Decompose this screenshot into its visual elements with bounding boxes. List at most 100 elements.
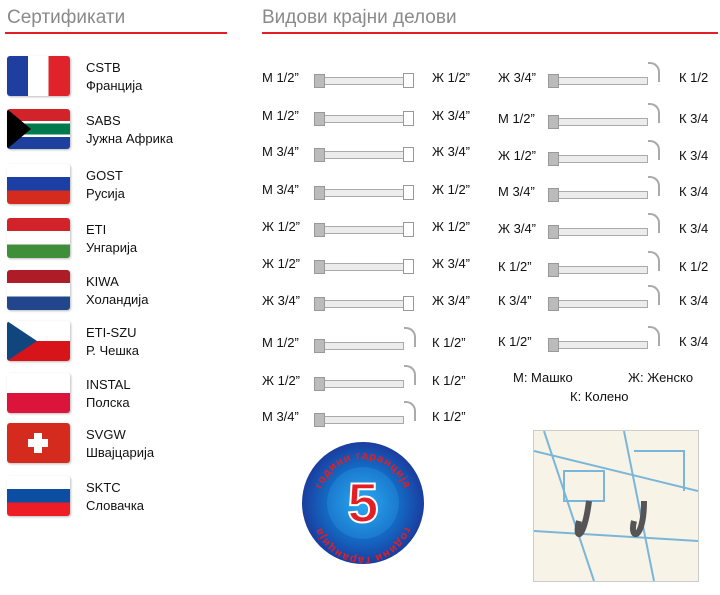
fitting-end-b: Ж 1/2” [432, 219, 471, 234]
hose-icon [314, 401, 416, 427]
certificate-item: GOST Русија [86, 167, 125, 203]
hose-icon [548, 103, 660, 129]
certificate-country: Русија [86, 186, 125, 201]
fitting-end-b: К 3/4 [679, 148, 709, 163]
certificate-item: ETI-SZU Р. Чешка [86, 324, 139, 360]
fitting-end-a: М 1/2” [262, 335, 299, 350]
legend-elbow: К: Колено [570, 389, 629, 404]
certificate-country: Холандија [86, 292, 149, 307]
fitting-end-b: К 3/4 [679, 221, 709, 236]
fitting-end-b: Ж 3/4” [432, 256, 471, 271]
fitting-end-a: Ж 1/2” [262, 256, 301, 271]
fitting-end-a: Ж 1/2” [262, 373, 301, 388]
certificate-country: Јужна Африка [86, 131, 174, 146]
fitting-end-b: Ж 1/2” [432, 70, 471, 85]
fitting-end-b: К 1/2 [679, 70, 709, 85]
warranty-badge: години гаранција години гаранција 5 [302, 442, 424, 564]
hose-icon [548, 326, 660, 352]
certificate-item: SKTC Словачка [86, 479, 144, 515]
fitting-end-a: М 3/4” [262, 182, 299, 197]
fitting-end-b: К 3/4 [679, 111, 709, 126]
hose-icon [548, 140, 660, 166]
certificate-code: SKTC [86, 480, 121, 495]
certificate-country: Р. Чешка [86, 343, 139, 358]
fitting-end-b: К 3/4 [679, 334, 709, 349]
flag-kiwa [7, 270, 70, 310]
hose-icon [314, 222, 414, 237]
certificates-title: Сертификати [7, 7, 126, 28]
hose-icon [314, 111, 414, 126]
certificate-country: Полска [86, 395, 130, 410]
certificate-country: Швајцарија [86, 445, 155, 460]
flag-sabs [7, 109, 70, 149]
fitting-end-a: М 1/2” [262, 70, 299, 85]
installation-photo [533, 430, 699, 582]
certificate-item: SABS Јужна Африка [86, 112, 173, 148]
certificate-country: Унгарија [86, 240, 138, 255]
fitting-end-b: К 3/4 [679, 184, 709, 199]
fitting-end-b: К 1/2 [679, 259, 709, 274]
certificate-item: INSTAL Полска [86, 376, 131, 412]
fittings-title: Видови крајни делови [262, 7, 457, 28]
fitting-end-a: К 1/2” [498, 259, 532, 274]
certificate-item: ETI Унгарија [86, 221, 137, 257]
flag-gost [7, 164, 70, 204]
fitting-end-a: К 1/2” [498, 334, 532, 349]
hose-icon [314, 73, 414, 88]
certificate-code: CSTB [86, 60, 121, 75]
certificate-code: GOST [86, 168, 123, 183]
fitting-end-a: Ж 1/2” [498, 148, 537, 163]
fitting-end-a: Ж 1/2” [262, 219, 301, 234]
fitting-end-b: К 1/2” [432, 409, 466, 424]
fitting-end-b: Ж 3/4” [432, 144, 471, 159]
hose-icon [314, 259, 414, 274]
certificate-code: ETI [86, 222, 107, 237]
fitting-end-a: М 1/2” [262, 108, 299, 123]
fitting-end-a: М 3/4” [262, 409, 299, 424]
fitting-end-a: Ж 3/4” [262, 293, 301, 308]
flag-cstb [7, 56, 70, 96]
fitting-end-a: Ж 3/4” [498, 70, 537, 85]
certificate-code: SABS [86, 113, 121, 128]
certificate-code: SVGW [86, 427, 126, 442]
hose-icon [548, 176, 660, 202]
hose-icon [314, 296, 414, 311]
fitting-end-a: К 3/4” [498, 293, 532, 308]
fitting-end-b: К 1/2” [432, 373, 466, 388]
certificate-item: KIWA Холандија [86, 273, 148, 309]
certificate-code: INSTAL [86, 377, 131, 392]
hose-icon [548, 213, 660, 239]
flag-instal [7, 373, 70, 413]
legend-male: М: Машко [513, 370, 573, 385]
certificate-country: Франција [86, 78, 143, 93]
hose-icon [548, 285, 660, 311]
hose-icon [314, 185, 414, 200]
certificate-code: KIWA [86, 274, 119, 289]
fitting-end-a: М 1/2” [498, 111, 535, 126]
legend-female: Ж: Женско [628, 370, 694, 385]
hose-icon [314, 365, 416, 391]
divider [5, 32, 227, 34]
flag-eti-szu [7, 321, 70, 361]
fitting-end-b: Ж 3/4” [432, 293, 471, 308]
hose-icon [314, 327, 416, 353]
fitting-end-b: Ж 3/4” [432, 108, 471, 123]
fitting-end-b: К 3/4 [679, 293, 709, 308]
divider [262, 32, 718, 34]
certificate-code: ETI-SZU [86, 325, 137, 340]
flag-sktc [7, 476, 70, 516]
fitting-end-a: М 3/4” [262, 144, 299, 159]
badge-number: 5 [346, 470, 379, 535]
fitting-end-b: К 1/2” [432, 335, 466, 350]
fitting-end-a: Ж 3/4” [498, 221, 537, 236]
certificate-item: CSTB Франција [86, 59, 142, 95]
flag-svgw [7, 423, 70, 463]
fitting-end-a: М 3/4” [498, 184, 535, 199]
hose-icon [548, 62, 660, 88]
fitting-end-b: Ж 1/2” [432, 182, 471, 197]
certificate-country: Словачка [86, 498, 145, 513]
hose-icon [314, 147, 414, 162]
flag-eti [7, 218, 70, 258]
certificate-item: SVGW Швајцарија [86, 426, 154, 462]
hose-icon [548, 251, 660, 277]
